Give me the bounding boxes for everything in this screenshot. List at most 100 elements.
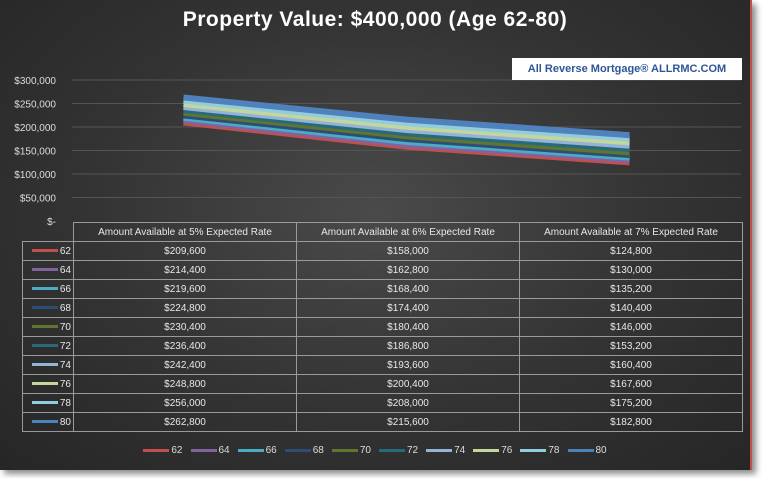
legend-swatch-icon <box>31 325 58 329</box>
data-label: $175,200 <box>519 393 743 413</box>
data-label: $256,000 <box>73 393 297 413</box>
legend-label: 62 <box>171 445 183 456</box>
series-name: 62 <box>59 245 71 257</box>
data-label: $146,000 <box>519 317 743 337</box>
legend-swatch-icon <box>31 249 58 253</box>
chart-title: Property Value: $400,000 (Age 62-80) <box>182 8 568 31</box>
table-row: 74 $242,400 $193,600 $160,400 <box>22 355 743 375</box>
legend-swatch-icon <box>31 420 58 424</box>
data-label: $200,400 <box>296 374 520 394</box>
series-line-80 <box>183 94 630 139</box>
series-key: 62 <box>22 241 74 261</box>
category-header: Amount Available at 7% Expected Rate <box>519 222 743 242</box>
data-label: $242,400 <box>73 355 297 375</box>
legend-item-68[interactable]: 68 <box>284 445 324 456</box>
legend-item-72[interactable]: 72 <box>379 445 418 456</box>
data-label: $193,600 <box>296 355 520 375</box>
table-row: 66 $219,600 $168,400 $135,200 <box>22 279 743 299</box>
plot-area: $-$50,000$100,000$150,000$200,000$250,00… <box>14 76 741 228</box>
table-row: 62 $209,600 $158,000 $124,800 <box>22 241 743 261</box>
data-label: $130,000 <box>519 260 743 280</box>
data-label: $153,200 <box>519 336 743 356</box>
data-label: $262,800 <box>73 412 297 432</box>
y-tick-label: $200,000 <box>14 123 56 134</box>
series-name: 66 <box>59 283 71 295</box>
table-row: 64 $214,400 $162,800 $130,000 <box>22 260 743 280</box>
chart-area: Property Value: $400,000 (Age 62-80) $- $… <box>0 0 752 470</box>
y-tick-label: $250,000 <box>14 100 56 111</box>
data-table: Amount Available at 5% Expected Rate Amou… <box>22 222 743 432</box>
data-label: $124,800 <box>519 241 743 261</box>
data-label: $224,800 <box>73 298 297 318</box>
data-label: $236,400 <box>73 336 297 356</box>
data-label: $158,000 <box>296 241 520 261</box>
table-row: 70 $230,400 $180,400 $146,000 <box>22 317 743 337</box>
data-label: $186,800 <box>296 336 520 356</box>
data-label: $162,800 <box>296 260 520 280</box>
table-row: 72 $236,400 $186,800 $153,200 <box>22 336 743 356</box>
legend-swatch-icon <box>237 448 264 452</box>
legend-swatch-icon <box>31 306 58 310</box>
legend-item-70[interactable]: 70 <box>331 445 371 456</box>
series-key: 64 <box>22 260 74 280</box>
legend-item-80[interactable]: 80 <box>567 445 607 456</box>
data-label: $208,000 <box>296 393 520 413</box>
legend-swatch-icon <box>190 448 217 452</box>
table-corner <box>22 222 74 242</box>
series-line-76 <box>183 101 630 146</box>
table-row: 76 $248,800 $200,400 $167,600 <box>22 374 743 394</box>
legend-item-66[interactable]: 66 <box>237 445 277 456</box>
legend-swatch-icon <box>567 448 594 452</box>
legend-item-62[interactable]: 62 <box>143 445 183 456</box>
table-row: 78 $256,000 $208,000 $175,200 <box>22 393 743 413</box>
y-tick-label: $150,000 <box>14 147 56 158</box>
data-label: $180,400 <box>296 317 520 337</box>
data-label: $167,600 <box>519 374 743 394</box>
series-key: 80 <box>22 412 74 432</box>
data-label: $209,600 <box>73 241 297 261</box>
series-name: 72 <box>59 340 71 352</box>
data-label: $230,400 <box>73 317 297 337</box>
legend-swatch-icon <box>31 344 58 348</box>
series-key: 68 <box>22 298 74 318</box>
legend-label: 74 <box>454 445 466 456</box>
table-row: 68 $224,800 $174,400 $140,400 <box>22 298 743 318</box>
legend-swatch-icon <box>31 287 58 291</box>
legend-item-76[interactable]: 76 <box>473 445 512 456</box>
series-key: 66 <box>22 279 74 299</box>
watermark-logo: All Reverse Mortgage® ALLRMC.COM <box>512 58 742 80</box>
legend-label: 66 <box>265 445 277 456</box>
legend: 62 64 66 68 70 72 74 76 78 80 <box>0 445 750 456</box>
series-name: 70 <box>59 321 71 333</box>
y-tick-label: $300,000 <box>14 76 56 87</box>
table-row: 80 $262,800 $215,600 $182,800 <box>22 412 743 432</box>
legend-label: 70 <box>359 445 371 456</box>
legend-swatch-icon <box>31 401 58 405</box>
category-header: Amount Available at 5% Expected Rate <box>73 222 297 242</box>
series-key: 72 <box>22 336 74 356</box>
series-key: 78 <box>22 393 74 413</box>
y-tick-label: $50,000 <box>20 194 57 205</box>
legend-item-64[interactable]: 64 <box>190 445 230 456</box>
data-label: $160,400 <box>519 355 743 375</box>
legend-swatch-icon <box>143 448 170 452</box>
series-key: 70 <box>22 317 74 337</box>
series-name: 68 <box>59 302 71 314</box>
y-tick-label: $100,000 <box>14 170 56 181</box>
data-label: $140,400 <box>519 298 743 318</box>
data-label: $215,600 <box>296 412 520 432</box>
legend-item-74[interactable]: 74 <box>426 445 465 456</box>
data-label: $135,200 <box>519 279 743 299</box>
legend-item-78[interactable]: 78 <box>520 445 560 456</box>
table-header-row: Amount Available at 5% Expected Rate Amou… <box>22 222 743 242</box>
legend-swatch-icon <box>331 448 358 452</box>
series-name: 76 <box>59 378 71 390</box>
data-label: $182,800 <box>519 412 743 432</box>
legend-swatch-icon <box>31 268 58 272</box>
legend-swatch-icon <box>426 448 453 452</box>
legend-swatch-icon <box>284 448 311 452</box>
legend-label: 68 <box>312 445 324 456</box>
legend-swatch-icon <box>379 448 405 452</box>
series-name: 80 <box>59 416 71 428</box>
legend-label: 64 <box>218 445 230 456</box>
